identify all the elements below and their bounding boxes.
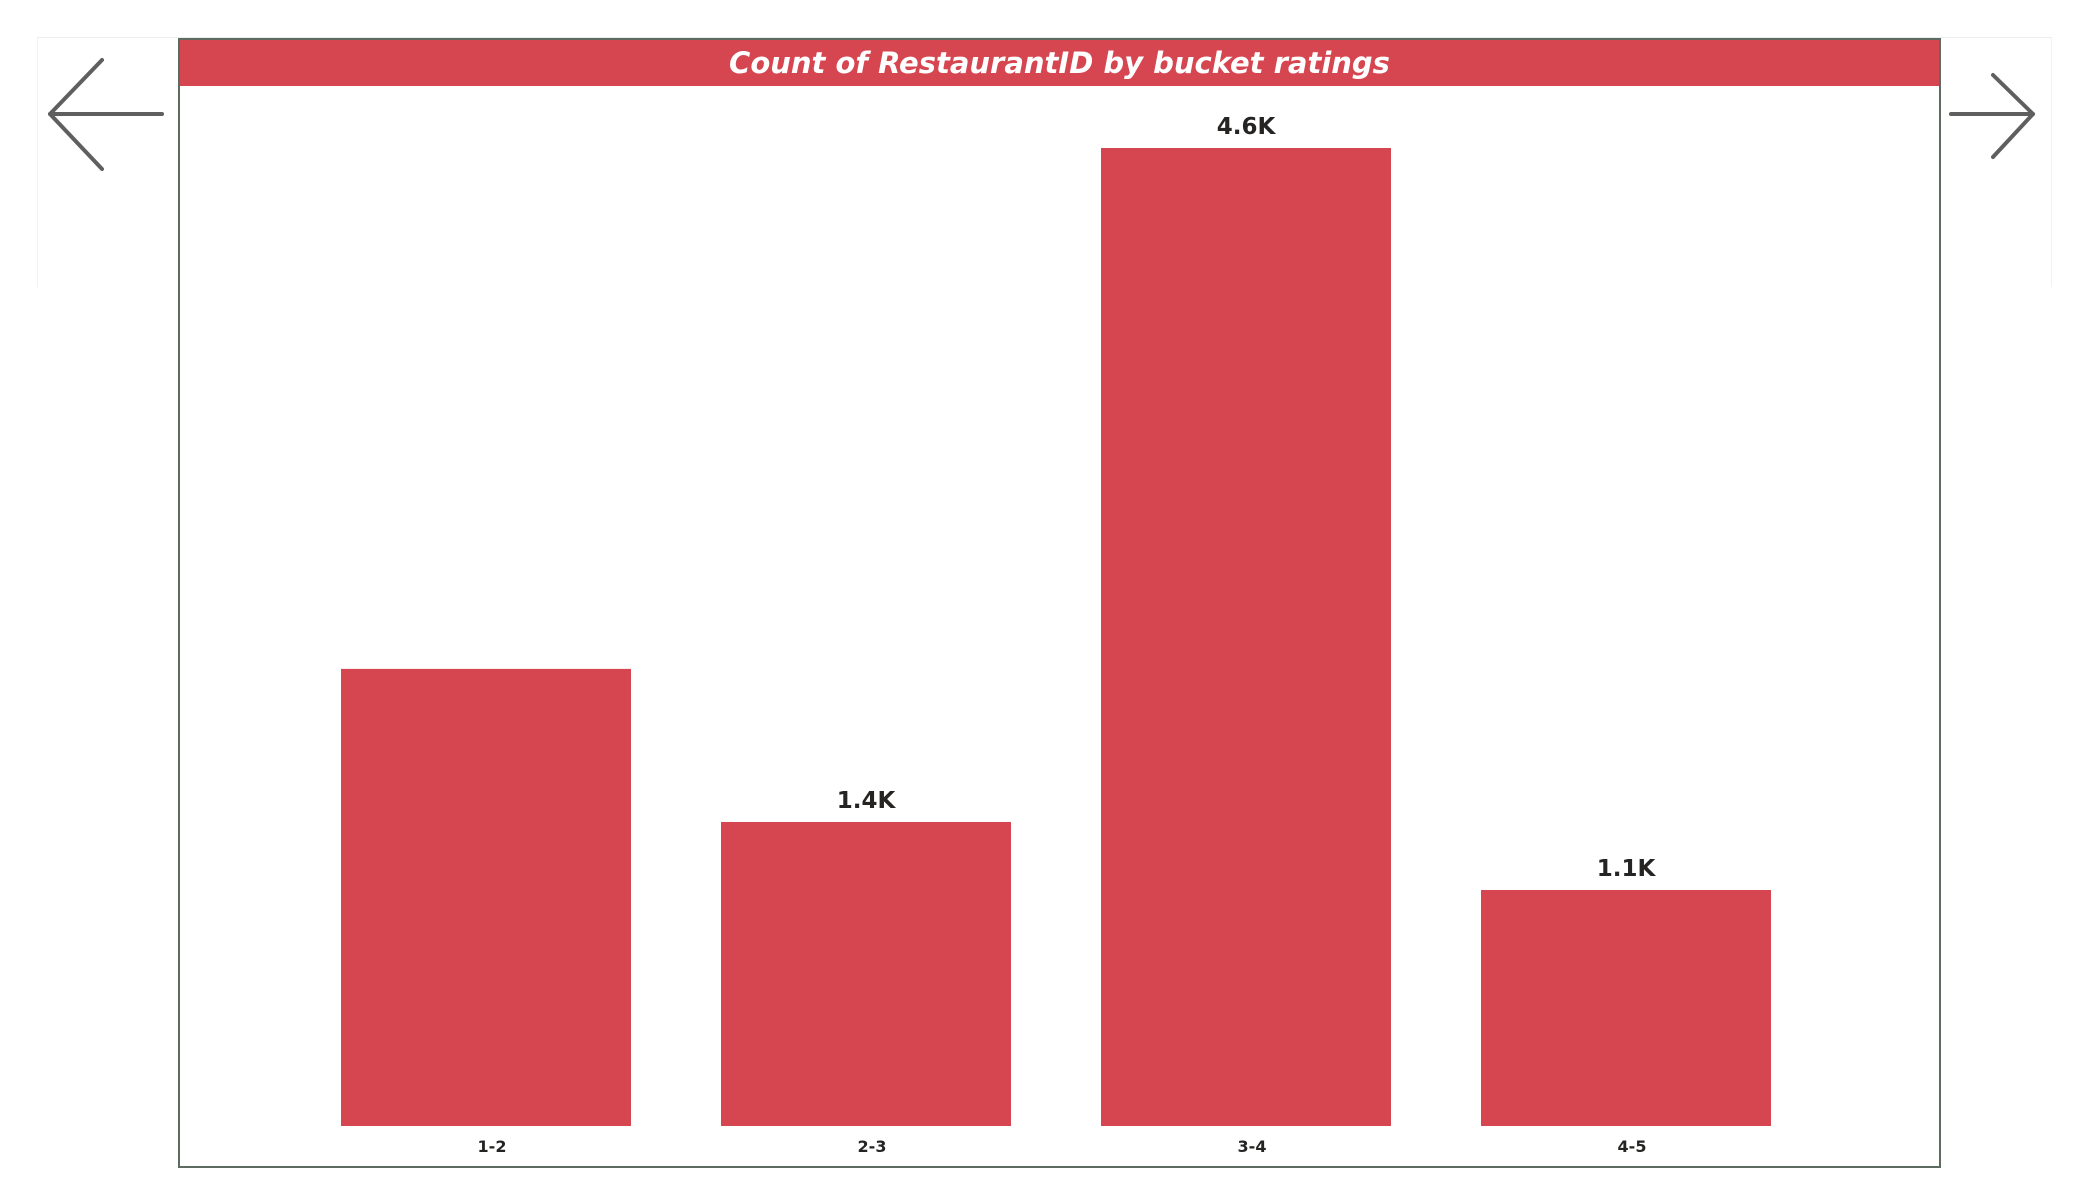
data-label-4-5: 1.1K <box>1597 856 1657 882</box>
chart-plot-area: 1-2 1.4K 2-3 4.6K 3-4 1.1K 4-5 <box>341 114 1771 1156</box>
x-tick-label-3-4: 3-4 <box>1238 1137 1267 1156</box>
data-label-2-3: 1.4K <box>837 788 897 814</box>
x-tick-label-2-3: 2-3 <box>858 1137 887 1156</box>
back-button[interactable] <box>46 56 166 176</box>
bar-4-5[interactable] <box>1481 890 1771 1126</box>
x-tick-label-1-2: 1-2 <box>478 1137 507 1156</box>
x-tick-label-4-5: 4-5 <box>1618 1137 1647 1156</box>
arrow-right-icon <box>1949 73 2035 159</box>
arrow-left-icon <box>48 58 164 171</box>
chart-title: Count of RestaurantID by bucket ratings <box>180 40 1939 86</box>
bar-1-2[interactable] <box>341 668 631 1126</box>
bar-3-4[interactable] <box>1101 148 1391 1126</box>
bar-2-3[interactable] <box>721 821 1011 1126</box>
data-label-3-4: 4.6K <box>1217 114 1277 140</box>
next-button[interactable] <box>1948 71 2040 161</box>
bar-chart-visual[interactable]: Count of RestaurantID by bucket ratings … <box>178 38 1941 1168</box>
